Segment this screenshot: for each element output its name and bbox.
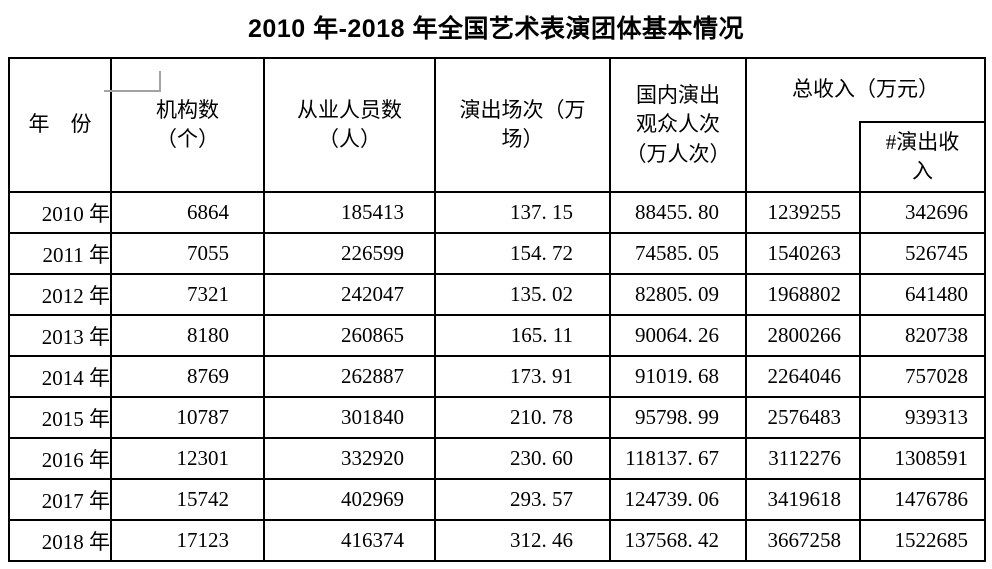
cell-employees: 260865 — [263, 314, 436, 357]
cell-audience: 82805. 09 — [609, 273, 747, 316]
cell-year: 2017 年 — [8, 478, 112, 521]
cell-institutions: 10787 — [110, 396, 265, 439]
cell-institutions: 12301 — [110, 437, 265, 480]
cell-year: 2011 年 — [8, 232, 112, 275]
cell-year: 2014 年 — [8, 355, 112, 398]
cell-total-income: 2576483 — [745, 396, 861, 439]
cell-employees: 416374 — [263, 519, 436, 562]
cell-performances: 230. 60 — [434, 437, 611, 480]
cell-year: 2012 年 — [8, 273, 112, 316]
cell-performances: 165. 11 — [434, 314, 611, 357]
cell-performance-income: 641480 — [859, 273, 986, 316]
cell-total-income: 1968802 — [745, 273, 861, 316]
cell-year: 2013 年 — [8, 314, 112, 357]
cell-audience: 90064. 26 — [609, 314, 747, 357]
cell-performances: 312. 46 — [434, 519, 611, 562]
cell-employees: 402969 — [263, 478, 436, 521]
cell-institutions: 6864 — [110, 191, 265, 234]
page-title: 2010 年-2018 年全国艺术表演团体基本情况 — [248, 15, 744, 43]
cell-performance-income: 939313 — [859, 396, 986, 439]
cell-performance-income: 820738 — [859, 314, 986, 357]
cell-year: 2016 年 — [8, 437, 112, 480]
cell-performances: 210. 78 — [434, 396, 611, 439]
header-total-income: 总收入（万元） — [745, 57, 986, 122]
cell-year: 2010 年 — [8, 191, 112, 234]
cell-audience: 95798. 99 — [609, 396, 747, 439]
table-row: 2010 年 6864 185413 137. 15 88455. 80 1239255 3… — [8, 191, 986, 234]
cell-employees: 262887 — [263, 355, 436, 398]
table-row: 2011 年 7055 226599 154. 72 74585. 05 1540263 5… — [8, 232, 986, 275]
header-performances: 演出场次（万 场） — [434, 57, 611, 193]
cell-performance-income: 1522685 — [859, 519, 986, 562]
cell-performance-income: 757028 — [859, 355, 986, 398]
table-row: 2017 年 15742 402969 293. 57 124739. 06 341961… — [8, 478, 986, 521]
cell-institutions: 15742 — [110, 478, 265, 521]
cell-performances: 293. 57 — [434, 478, 611, 521]
table-body: 2010 年 6864 185413 137. 15 88455. 80 1239255 3… — [8, 191, 986, 562]
table-row: 2014 年 8769 262887 173. 91 91019. 68 2264046 7… — [8, 355, 986, 398]
cell-performances: 135. 02 — [434, 273, 611, 316]
cell-institutions: 7321 — [110, 273, 265, 316]
header-row-top: 年 份 机构数 （个） 从业人员数 （人） 演出场次（万 场） 国内演出 观众人… — [8, 57, 986, 193]
cell-performance-income: 1308591 — [859, 437, 986, 480]
revision-corner-mark-icon — [104, 71, 161, 92]
header-employees: 从业人员数 （人） — [263, 57, 436, 193]
cell-audience: 91019. 68 — [609, 355, 747, 398]
cell-institutions: 7055 — [110, 232, 265, 275]
cell-employees: 301840 — [263, 396, 436, 439]
table-row: 2012 年 7321 242047 135. 02 82805. 09 1968802 6… — [8, 273, 986, 316]
cell-performances: 173. 91 — [434, 355, 611, 398]
table-row: 2015 年 10787 301840 210. 78 95798. 99 2576483… — [8, 396, 986, 439]
cell-employees: 185413 — [263, 191, 436, 234]
table-header: 年 份 机构数 （个） 从业人员数 （人） 演出场次（万 场） 国内演出 观众人… — [8, 57, 986, 193]
cell-institutions: 17123 — [110, 519, 265, 562]
cell-employees: 226599 — [263, 232, 436, 275]
cell-total-income: 2264046 — [745, 355, 861, 398]
cell-performance-income: 1476786 — [859, 478, 986, 521]
cell-total-income: 3419618 — [745, 478, 861, 521]
cell-audience: 137568. 42 — [609, 519, 747, 562]
cell-total-income: 3112276 — [745, 437, 861, 480]
cell-performance-income: 526745 — [859, 232, 986, 275]
table-row: 2018 年 17123 416374 312. 46 137568. 42 366725… — [8, 519, 986, 562]
header-institutions: 机构数 （个） — [110, 57, 265, 193]
cell-total-income: 2800266 — [745, 314, 861, 357]
cell-audience: 88455. 80 — [609, 191, 747, 234]
cell-year: 2018 年 — [8, 519, 112, 562]
cell-institutions: 8180 — [110, 314, 265, 357]
table-row: 2013 年 8180 260865 165. 11 90064. 26 2800266 8… — [8, 314, 986, 357]
cell-total-income: 1239255 — [745, 191, 861, 234]
cell-audience: 74585. 05 — [609, 232, 747, 275]
header-row-sub: #演出收 入 — [9, 121, 986, 193]
header-audience: 国内演出 观众人次 （万人次） — [609, 57, 747, 193]
cell-total-income: 1540263 — [745, 232, 861, 275]
table-row: 2016 年 12301 332920 230. 60 118137. 67 311227… — [8, 437, 986, 480]
cell-audience: 124739. 06 — [609, 478, 747, 521]
cell-performances: 137. 15 — [434, 191, 611, 234]
cell-institutions: 8769 — [110, 355, 265, 398]
cell-employees: 332920 — [263, 437, 436, 480]
header-total-income-sub-empty — [745, 122, 861, 193]
cell-performances: 154. 72 — [434, 232, 611, 275]
cell-audience: 118137. 67 — [609, 437, 747, 480]
cell-employees: 242047 — [263, 273, 436, 316]
cell-performance-income: 342696 — [859, 191, 986, 234]
cell-total-income: 3667258 — [745, 519, 861, 562]
cell-year: 2015 年 — [8, 396, 112, 439]
header-performance-income: #演出收 入 — [859, 121, 986, 193]
statistics-table: 年 份 机构数 （个） 从业人员数 （人） 演出场次（万 场） 国内演出 观众人… — [8, 57, 986, 562]
header-year: 年 份 — [8, 57, 112, 193]
